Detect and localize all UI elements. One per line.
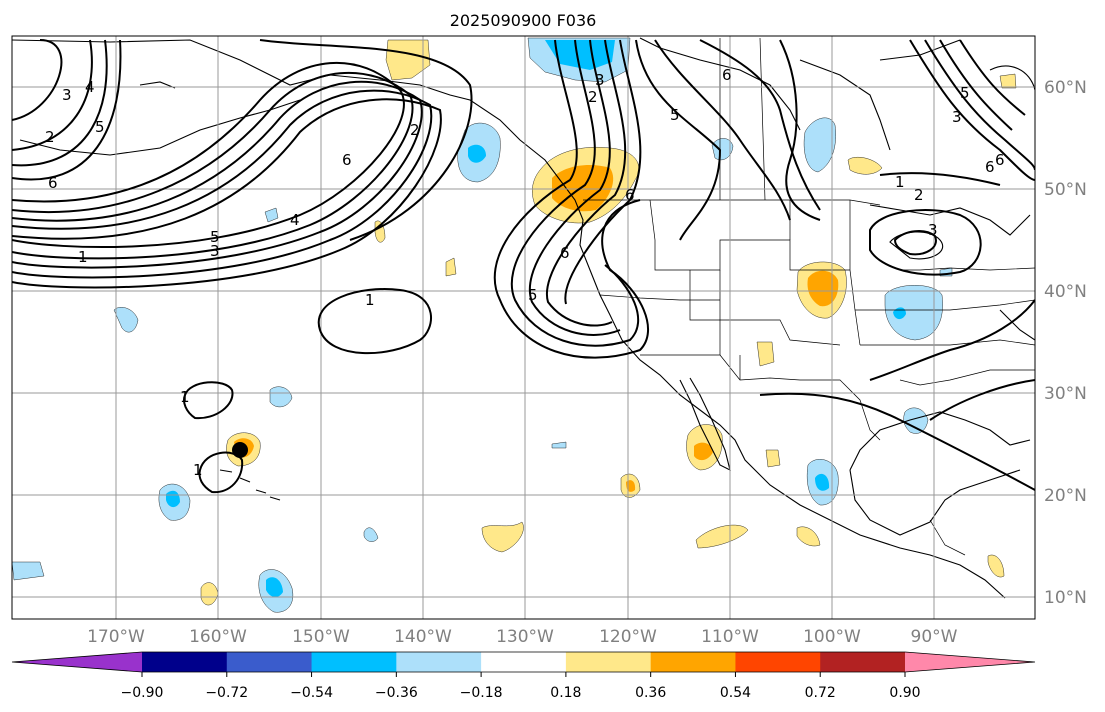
contour-label: 3 (210, 242, 220, 260)
colorbar-tick-label: 0.90 (889, 685, 920, 701)
contour-label: 5 (528, 286, 538, 304)
map-panel: 3 4 2 5 6 6 4 5 3 1 2 1 1 1 3 2 6 5 6 5 (11, 35, 1036, 620)
lon-label: 160°W (189, 627, 247, 647)
contour-lines (12, 39, 1035, 494)
contour-closed-pacific (317, 288, 432, 355)
contour-label: 1 (78, 248, 88, 266)
colorbar-tick-label: −0.54 (290, 685, 333, 701)
contour-label: 1 (193, 461, 203, 479)
contour-label: 6 (342, 151, 352, 169)
lon-label: 120°W (599, 627, 657, 647)
contour-label: 2 (410, 121, 420, 139)
contour-label: 6 (995, 151, 1005, 169)
colorbar-ticks: −0.90 −0.72 −0.54 −0.36 −0.18 0.18 0.36 0.54 0.7… (121, 672, 921, 701)
contour-label: 3 (928, 221, 938, 239)
contour-label: 6 (722, 66, 732, 84)
lat-label: 20°N (1044, 486, 1087, 506)
lat-label: 30°N (1044, 384, 1087, 404)
contour-label: 4 (85, 78, 95, 96)
station-marker (232, 442, 248, 458)
contour-label: 1 (180, 388, 190, 406)
colorbar-cell (311, 652, 397, 672)
contour-label: 1 (895, 173, 905, 191)
lon-label: 130°W (496, 627, 554, 647)
lon-label: 110°W (701, 627, 759, 647)
contour-label: 5 (960, 84, 970, 102)
colorbar-tick-label: 0.54 (720, 685, 751, 701)
contour-label: 5 (670, 106, 680, 124)
colorbar-cell (226, 652, 313, 672)
colorbar-tick-label: 0.72 (805, 685, 836, 701)
colorbar-tick-label: −0.18 (460, 685, 503, 701)
contour-label: 5 (210, 228, 220, 246)
anomaly-positive-north (385, 39, 431, 81)
contour-label: 3 (62, 86, 72, 104)
lat-label: 60°N (1044, 78, 1087, 98)
latitude-labels: 60°N 50°N 40°N 30°N 20°N 10°N (1044, 78, 1087, 608)
contour-label: 1 (365, 291, 375, 309)
colorbar-extend-low (12, 652, 142, 672)
colorbar-cell (142, 652, 228, 672)
contour-label: 2 (914, 186, 924, 204)
contour-label: 6 (625, 186, 635, 204)
colorbar-cell (481, 652, 567, 672)
anomaly-negative-canada (803, 117, 836, 173)
lon-label: 170°W (87, 627, 145, 647)
contour-label: 6 (48, 174, 58, 192)
contour-label: 6 (560, 244, 570, 262)
colorbar-tick-label: −0.36 (375, 685, 418, 701)
colorbar-cell (396, 652, 482, 672)
colorbar-cell (820, 652, 906, 672)
lon-label: 140°W (394, 627, 452, 647)
borders (583, 37, 1035, 556)
colorbar-tick-label: 0.36 (635, 685, 666, 701)
lat-label: 10°N (1044, 588, 1087, 608)
contour-label: 2 (588, 88, 598, 106)
lon-label: 90°W (911, 627, 958, 647)
lon-label: 150°W (292, 627, 350, 647)
colorbar-tick-label: −0.90 (121, 685, 164, 701)
lat-label: 50°N (1044, 180, 1087, 200)
colorbar-cell (565, 652, 652, 672)
contour-label: 3 (952, 108, 962, 126)
colorbar-cell (735, 652, 821, 672)
contour-label: 5 (95, 118, 105, 136)
colorbar-cell (650, 652, 736, 672)
contour-label: 6 (985, 158, 995, 176)
gridlines (12, 36, 1035, 619)
longitude-labels: 170°W 160°W 150°W 140°W 130°W 120°W 110°… (87, 627, 958, 647)
anomaly-negative-midwest (884, 285, 943, 341)
colorbar-tick-label: 0.18 (550, 685, 581, 701)
colorbar-cells (11, 651, 1036, 673)
contour-label: 4 (290, 211, 300, 229)
lat-label: 40°N (1044, 282, 1087, 302)
contour-labels: 3 4 2 5 6 6 4 5 3 1 2 1 1 1 3 2 6 5 6 5 (45, 66, 1005, 479)
colorbar-tick-label: −0.72 (205, 685, 248, 701)
chart-title: 2025090900 F036 (450, 11, 597, 30)
contour-label: 2 (45, 128, 55, 146)
contour-label: 3 (595, 71, 605, 89)
lon-label: 100°W (803, 627, 861, 647)
colorbar-extend-high (905, 652, 1035, 672)
map-frame (11, 35, 1036, 620)
colorbar: −0.90 −0.72 −0.54 −0.36 −0.18 0.18 0.36 0.54 0.7… (11, 651, 1036, 701)
